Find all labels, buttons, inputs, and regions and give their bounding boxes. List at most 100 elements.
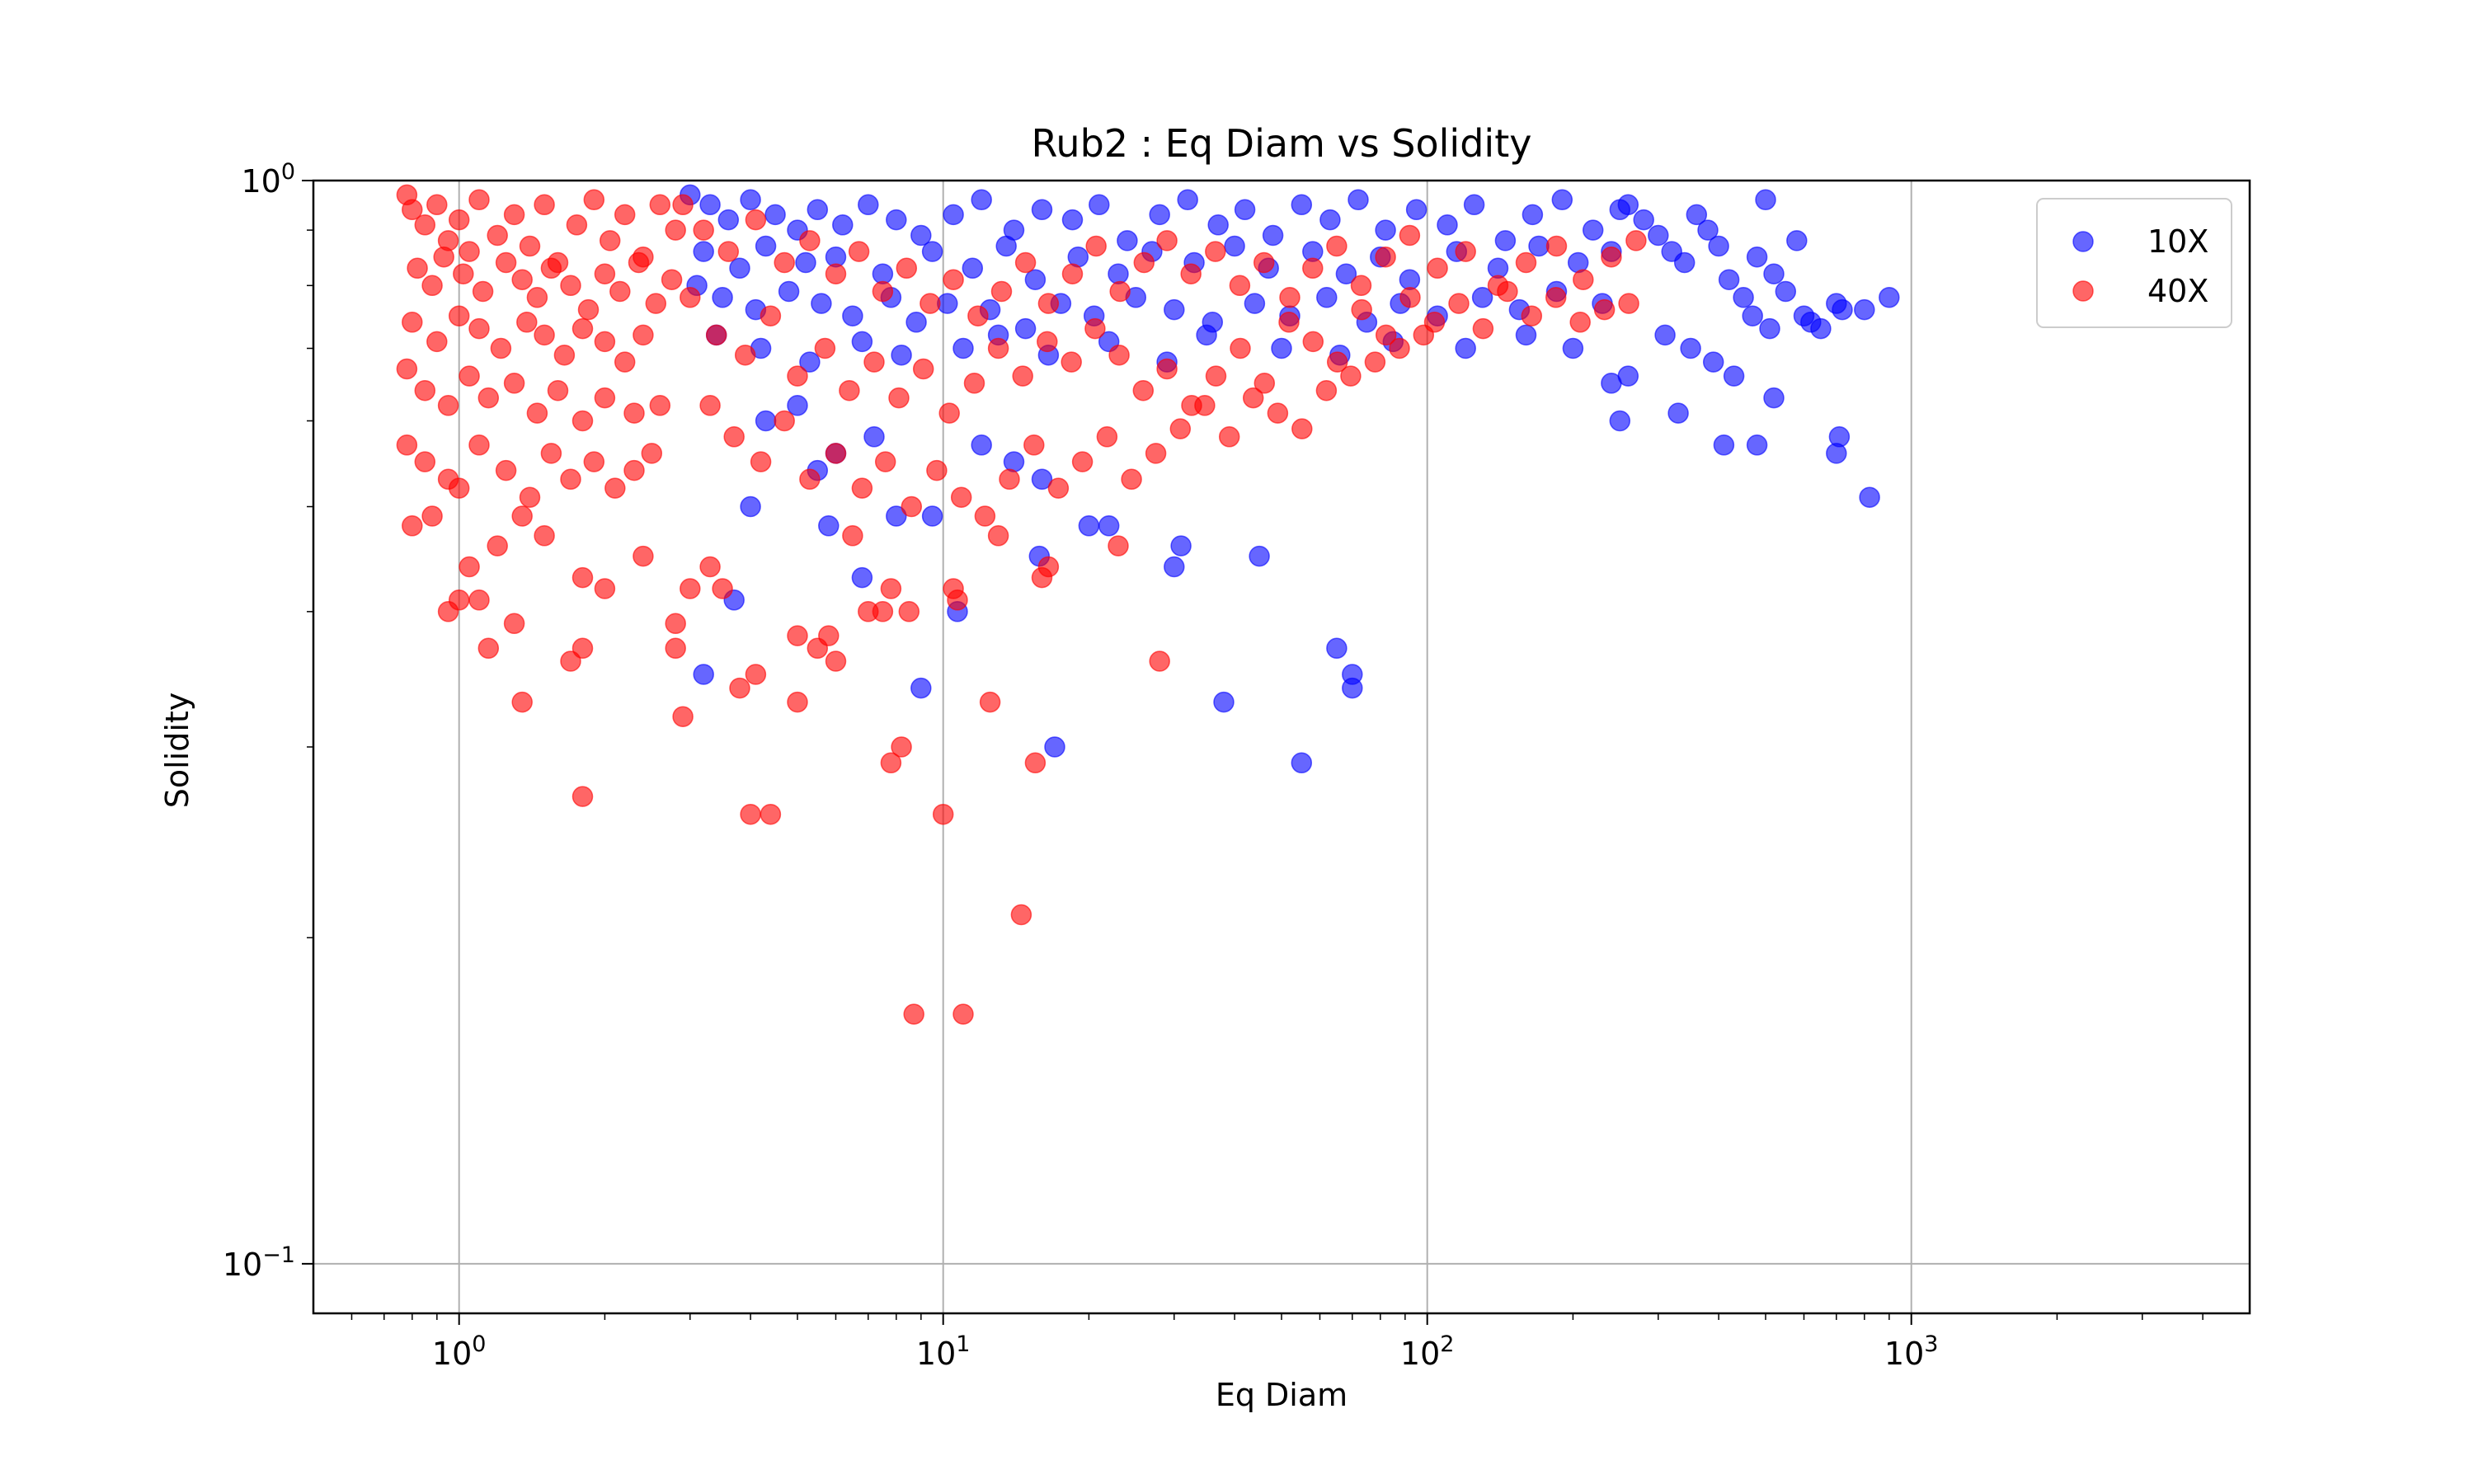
point-40x-224 [1194,395,1216,416]
point-10x-27 [1405,199,1427,221]
point-40x-130 [774,251,795,274]
point-40x-66 [519,486,541,508]
point-10x-89 [851,331,873,353]
point-40x-184 [1156,358,1178,380]
point-40x-186 [1205,365,1227,387]
point-40x-143 [1085,235,1107,257]
point-10x-127 [1723,365,1745,387]
point-10x-167 [851,566,873,589]
point-40x-193 [1375,324,1397,346]
point-40x-95 [699,556,721,578]
point-40x-50 [437,395,459,416]
point-40x-38 [448,305,470,326]
point-40x-104 [818,625,840,646]
point-10x-97 [1271,337,1292,359]
point-40x-19 [665,219,686,241]
point-40x-190 [1302,331,1324,353]
point-40x-135 [896,257,918,279]
legend-marker-10x [2072,231,2094,252]
point-40x-121 [1024,752,1047,774]
point-10x-21 [1234,199,1256,221]
point-40x-140 [1014,251,1037,274]
point-40x-30 [577,298,600,321]
point-10x-90 [891,344,912,366]
point-40x-98 [745,664,767,685]
point-10x-102 [1562,337,1584,359]
point-10x-54 [1399,269,1421,290]
point-40x-227 [1267,402,1289,424]
point-10x-12 [971,189,992,211]
point-40x-88 [560,650,581,672]
point-40x-2 [414,214,436,236]
point-40x-40 [490,337,512,359]
point-40x-132 [825,263,847,284]
point-40x-229 [1315,379,1338,402]
point-10x-16 [1089,194,1110,216]
point-10x-30 [1494,230,1517,251]
point-40x-26 [511,269,533,290]
point-40x-10 [519,235,541,257]
point-40x-207 [774,410,795,432]
point-40x-225 [1218,426,1240,448]
point-40x-125 [1149,650,1170,672]
point-10x-32 [1551,189,1573,211]
point-10x-40 [872,263,894,284]
point-10x-63 [778,280,800,303]
point-10x-78 [1316,287,1338,308]
point-10x-140 [1859,486,1880,508]
point-10x-20 [1207,214,1229,236]
point-40x-13 [566,214,588,236]
point-40x-39 [468,317,490,340]
point-40x-7 [468,189,490,211]
point-40x-154 [1350,275,1372,297]
point-10x-91 [952,337,974,359]
point-10x-166 [863,426,885,448]
point-10x-105 [1648,224,1669,247]
point-40x-3 [426,194,448,216]
point-40x-146 [1156,230,1178,251]
point-40x-141 [1037,293,1060,314]
point-40x-222 [1145,443,1167,464]
point-40x-218 [1047,477,1070,499]
point-40x-16 [614,204,636,226]
point-10x-143 [910,677,932,699]
point-40x-44 [571,317,594,340]
point-10x-70 [1014,317,1037,340]
point-40x-136 [920,293,941,314]
point-40x-37 [426,331,448,353]
point-40x-129 [745,209,767,231]
point-40x-102 [787,625,808,646]
point-10x-42 [962,257,984,279]
chart-title: Rub2 : Eq Diam vs Solidity [1032,121,1532,166]
point-40x-153 [1326,235,1348,257]
point-40x-230 [1340,365,1362,387]
point-40x-71 [623,459,645,481]
point-40x-156 [1399,224,1421,247]
point-40x-209 [825,443,847,464]
point-10x-147 [1078,515,1100,537]
point-40x-35 [661,269,683,290]
point-10x-139 [1828,426,1851,448]
point-10x-125 [1680,337,1701,359]
point-40x-45 [594,331,616,353]
x-tick-label-2: 102 [1400,1331,1455,1372]
point-10x-8 [858,194,879,216]
point-40x-199 [1521,305,1543,326]
point-10x-64 [811,293,832,314]
point-10x-100 [1455,337,1476,359]
point-40x-65 [495,459,517,481]
point-40x-42 [534,324,555,346]
point-10x-103 [1617,194,1639,216]
point-40x-174 [912,358,934,380]
point-40x-92 [665,637,686,660]
point-40x-131 [799,230,821,251]
point-40x-188 [1253,373,1276,394]
point-40x-63 [448,477,470,499]
point-40x-84 [468,589,490,611]
point-40x-214 [950,486,972,508]
series-10x [680,184,1900,774]
point-40x-133 [848,241,870,262]
